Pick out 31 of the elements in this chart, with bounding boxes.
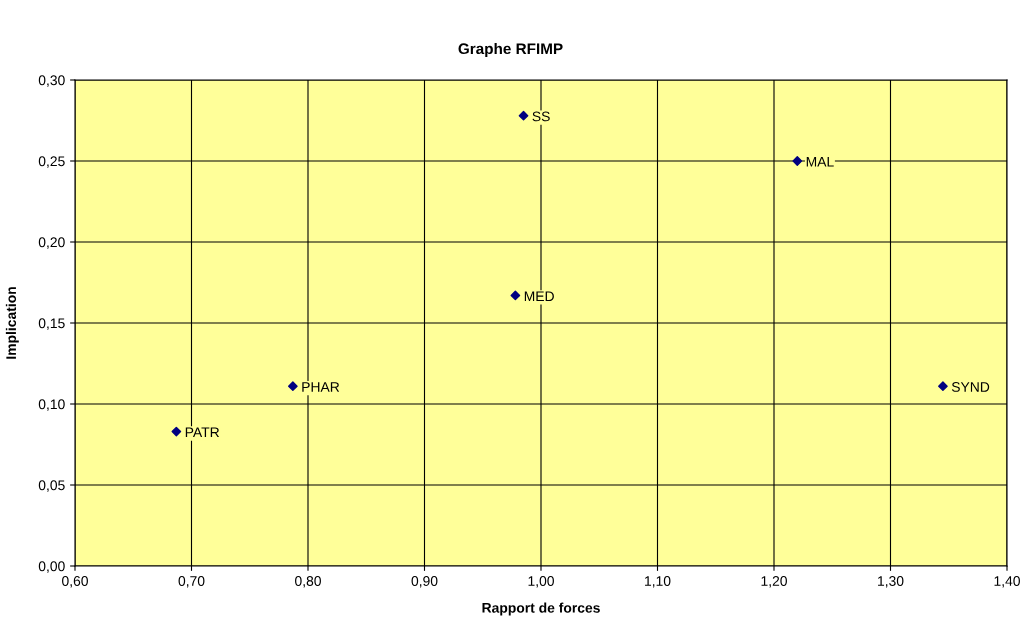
x-tick-label: 0,70 <box>178 576 205 588</box>
y-tick-label: 0,30 <box>38 75 65 87</box>
x-tick-label: 1,40 <box>994 576 1020 588</box>
y-tick-label: 0,00 <box>38 561 65 573</box>
annotation: MED <box>524 291 554 302</box>
y-tick-label: 0,20 <box>38 237 65 249</box>
y-tick-label: 0,10 <box>38 399 65 411</box>
point <box>171 426 182 437</box>
x-tick-label: 1,10 <box>645 576 671 588</box>
x-tick-label: 0,60 <box>62 576 88 588</box>
chart-title: Graphe RFIMP <box>458 42 563 58</box>
y-tick-label: 0,05 <box>38 480 65 492</box>
point <box>792 156 803 166</box>
x-tick-label: 0,80 <box>295 576 321 588</box>
point <box>510 290 521 301</box>
x-tick-label: 1,20 <box>761 576 787 588</box>
point <box>287 381 298 392</box>
annotation: MAL <box>806 157 834 167</box>
y-tick-label: 0,15 <box>38 318 65 330</box>
point <box>938 381 948 392</box>
y-axis-title: Implication <box>5 287 19 359</box>
x-tick-label: 0,90 <box>411 576 438 588</box>
x-tick-label: 1,00 <box>528 576 554 588</box>
annotation: SS <box>532 111 550 122</box>
annotation: PATR <box>185 427 220 438</box>
annotation: SYND <box>951 382 990 392</box>
annotation: PHAR <box>302 382 340 392</box>
point <box>518 110 529 121</box>
x-axis-title: Rapport de forces <box>482 602 600 616</box>
y-tick-label: 0,25 <box>38 156 65 168</box>
x-tick-label: 1,30 <box>878 576 904 588</box>
